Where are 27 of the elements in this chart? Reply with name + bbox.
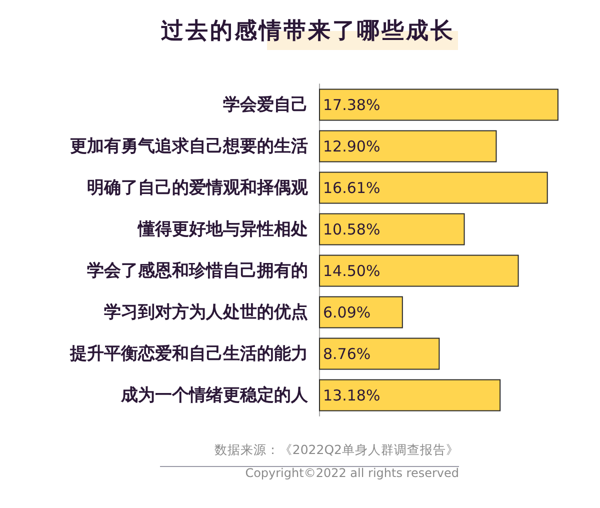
bar [319, 213, 465, 246]
bar [319, 88, 558, 121]
y-tick-label: 懂得更好地与异性相处 [137, 219, 308, 240]
bar [319, 254, 519, 287]
bar [319, 172, 548, 204]
bar [319, 379, 501, 412]
bar [319, 130, 497, 162]
data-label: 17.38% [323, 96, 380, 114]
bar [319, 296, 403, 328]
y-tick-label: 学习到对方为人处世的优点 [104, 302, 308, 322]
y-tick-label: 学会爱自己 [223, 94, 308, 115]
y-tick-label: 成为一个情绪更稳定的人 [120, 385, 309, 406]
text: Copyright©2022 all rights reserved [244, 466, 459, 480]
source-note: 数据来源：《2022Q2单身人群调查报告》 [213, 441, 459, 459]
data-label: 16.61% [323, 178, 380, 197]
y-tick-label: 明确了自己的爱情观和择偶观 [87, 178, 309, 198]
chart-title: 过去的感情带来了哪些成长 [161, 18, 455, 44]
data-label: 12.90% [323, 137, 380, 156]
bar [319, 338, 440, 370]
y-tick-label: 提升平衡恋爱和自己生活的能力 [69, 344, 308, 364]
data-label: 10.58% [323, 220, 380, 238]
data-label: 14.50% [323, 262, 380, 280]
data-label: 6.09% [323, 303, 371, 322]
data-label: 8.76% [323, 344, 371, 363]
data-label: 13.18% [323, 386, 380, 404]
y-tick-label: 更加有勇气追求自己想要的生活 [70, 136, 308, 156]
y-tick-label: 学会了感恩和珍惜自己拥有的 [87, 260, 308, 281]
